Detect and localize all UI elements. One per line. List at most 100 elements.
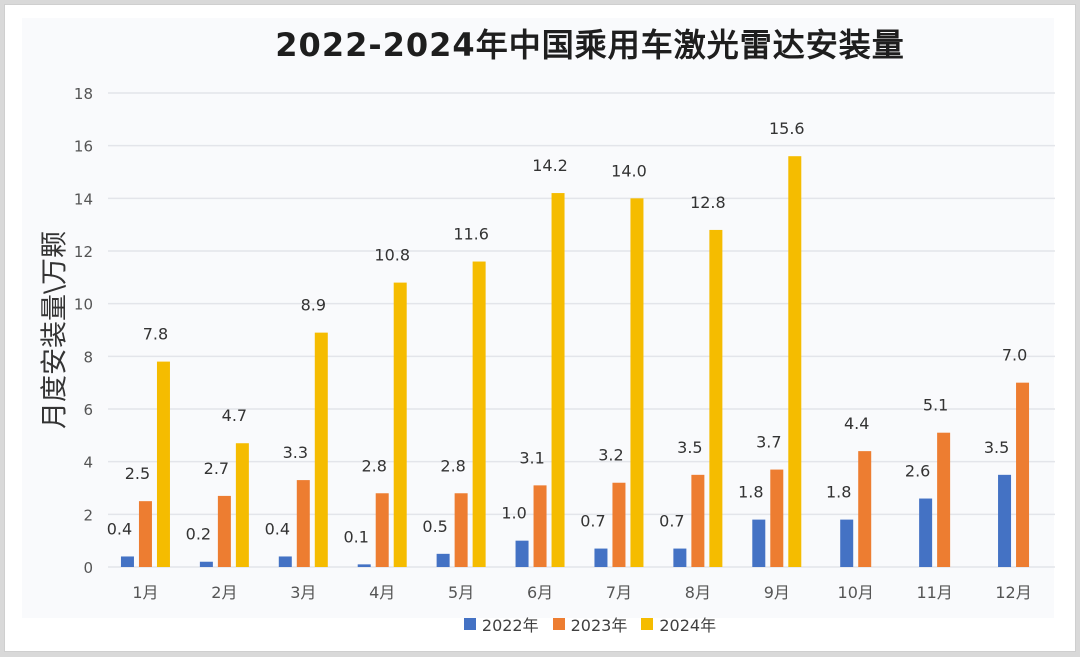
x-tick-label: 5月 [448, 583, 474, 602]
data-label: 0.4 [265, 519, 290, 538]
y-tick-label: 0 [83, 559, 93, 577]
data-label: 2.8 [440, 456, 465, 475]
bar-2023年-7月 [612, 482, 626, 567]
bar-2024年-4月 [393, 282, 407, 567]
bar-2022年-9月 [752, 519, 766, 567]
bar-2024年-7月 [630, 198, 644, 568]
bar-2024年-2月 [235, 443, 249, 567]
data-label: 12.8 [690, 193, 726, 212]
bar-2024年-6月 [551, 193, 565, 568]
legend-label: 2024年 [659, 616, 717, 635]
x-tick-label: 3月 [290, 583, 316, 602]
x-tick-label: 1月 [132, 583, 158, 602]
legend-item: 2024年 [641, 612, 716, 636]
data-label: 10.8 [374, 246, 410, 265]
chart-title: 2022-2024年中国乘用车激光雷达安装量 [275, 26, 905, 64]
data-label: 14.2 [532, 156, 568, 175]
data-label: 3.5 [677, 438, 702, 457]
bar-2024年-9月 [788, 156, 802, 567]
bar-2023年-9月 [770, 469, 784, 567]
y-tick-label: 4 [83, 454, 93, 472]
data-label: 1.0 [501, 504, 526, 523]
bar-2024年-8月 [709, 229, 723, 567]
x-tick-label: 9月 [764, 583, 790, 602]
data-label: 2.8 [361, 456, 386, 475]
legend-swatch [552, 618, 565, 630]
bar-2023年-6月 [533, 485, 547, 567]
data-label: 5.1 [923, 396, 948, 415]
x-tick-label: 4月 [369, 583, 395, 602]
data-label: 7.0 [1002, 346, 1027, 365]
x-tick-label: 10月 [838, 583, 874, 602]
bar-2022年-8月 [673, 548, 687, 567]
data-label: 14.0 [611, 161, 647, 180]
data-label: 0.7 [580, 512, 605, 531]
bar-2024年-1月 [156, 361, 170, 567]
y-tick-label: 18 [74, 85, 93, 103]
data-label: 0.4 [107, 519, 132, 538]
legend: 2022年 2023年 2024年 [0, 612, 1080, 636]
data-label: 0.2 [186, 525, 211, 544]
y-tick-label: 10 [74, 296, 93, 314]
bar-2022年-7月 [594, 548, 608, 567]
data-label: 3.2 [598, 446, 623, 465]
bar-2023年-4月 [375, 493, 389, 567]
data-label: 4.4 [844, 414, 869, 433]
x-tick-label: 8月 [685, 583, 711, 602]
bar-2022年-11月 [919, 498, 933, 567]
data-label: 0.7 [659, 512, 684, 531]
data-label: 2.5 [125, 464, 150, 483]
y-tick-label: 6 [83, 401, 93, 419]
bar-2022年-2月 [199, 561, 213, 567]
x-tick-label: 11月 [916, 583, 952, 602]
bar-2022年-5月 [436, 553, 450, 567]
bar-2023年-5月 [454, 493, 468, 567]
x-tick-label: 2月 [211, 583, 237, 602]
y-tick-label: 12 [74, 243, 93, 261]
bar-2023年-2月 [217, 495, 231, 567]
bar-2024年-5月 [472, 261, 486, 567]
data-label: 0.1 [343, 527, 368, 546]
legend-swatch [641, 618, 654, 630]
legend-swatch [463, 618, 476, 630]
bar-2023年-3月 [296, 480, 310, 567]
bar-2022年-1月 [120, 556, 134, 567]
bar-2022年-4月 [357, 564, 371, 567]
bar-2023年-12月 [1016, 382, 1030, 567]
y-tick-label: 14 [74, 190, 93, 208]
bar-2023年-11月 [937, 432, 951, 567]
data-label: 8.9 [301, 296, 326, 315]
bar-2022年-10月 [840, 519, 854, 567]
bar-2024年-3月 [314, 332, 328, 567]
data-label: 11.6 [453, 225, 489, 244]
bar-2023年-10月 [858, 451, 872, 567]
data-label: 15.6 [769, 119, 805, 138]
legend-label: 2023年 [570, 616, 628, 635]
data-label: 1.8 [738, 483, 763, 502]
data-label: 1.8 [826, 483, 851, 502]
x-tick-label: 7月 [606, 583, 632, 602]
x-tick-label: 6月 [527, 583, 553, 602]
bar-2022年-12月 [998, 474, 1012, 567]
data-label: 3.5 [984, 438, 1009, 457]
data-label: 4.7 [222, 406, 247, 425]
bar-2023年-1月 [138, 501, 152, 567]
bar-2022年-3月 [278, 556, 292, 567]
y-tick-label: 2 [83, 506, 93, 524]
legend-item: 2022年 [463, 612, 539, 636]
y-tick-label: 8 [83, 348, 93, 366]
bar-2022年-6月 [515, 540, 529, 567]
legend-label: 2022年 [481, 616, 539, 635]
data-label: 0.5 [422, 517, 447, 536]
data-label: 3.1 [519, 448, 544, 467]
data-label: 3.3 [283, 443, 308, 462]
data-label: 2.7 [204, 459, 229, 478]
x-tick-label: 12月 [995, 583, 1031, 602]
data-label: 3.7 [756, 433, 781, 452]
bar-2023年-8月 [691, 474, 705, 567]
y-tick-label: 16 [74, 138, 93, 156]
data-label: 7.8 [143, 325, 168, 344]
data-label: 2.6 [905, 462, 930, 481]
legend-item: 2023年 [552, 612, 628, 636]
